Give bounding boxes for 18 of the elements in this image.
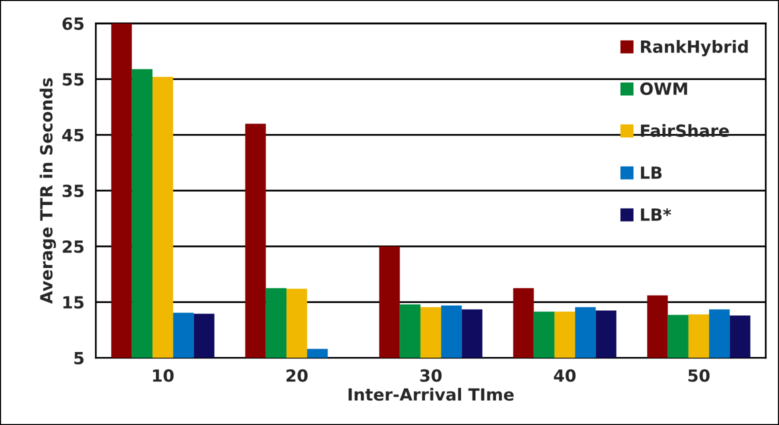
x-tick-label: 20 [286, 369, 308, 382]
y-tick-label: 65 [62, 17, 84, 30]
x-axis-title: Inter-Arrival TIme [348, 388, 514, 401]
legend-label: LB [640, 166, 662, 179]
legend-label: RankHybrid [640, 40, 748, 56]
y-tick-label: 35 [62, 184, 84, 198]
x-tick-label: 30 [420, 369, 442, 382]
y-tick-label: 15 [63, 296, 84, 309]
legend-label: OWM [640, 82, 688, 96]
y-tick-label: 25 [62, 240, 84, 253]
x-tick-label: 40 [554, 369, 576, 382]
legend-label: LB* [640, 208, 672, 221]
y-tick-label: 5 [74, 352, 84, 364]
y-tick-label: 55 [62, 73, 84, 86]
x-tick-label: 50 [688, 369, 710, 382]
y-axis-title: Average TTR in Seconds [40, 78, 56, 304]
x-tick-label: 10 [153, 369, 174, 382]
y-tick-label: 45 [62, 129, 84, 142]
